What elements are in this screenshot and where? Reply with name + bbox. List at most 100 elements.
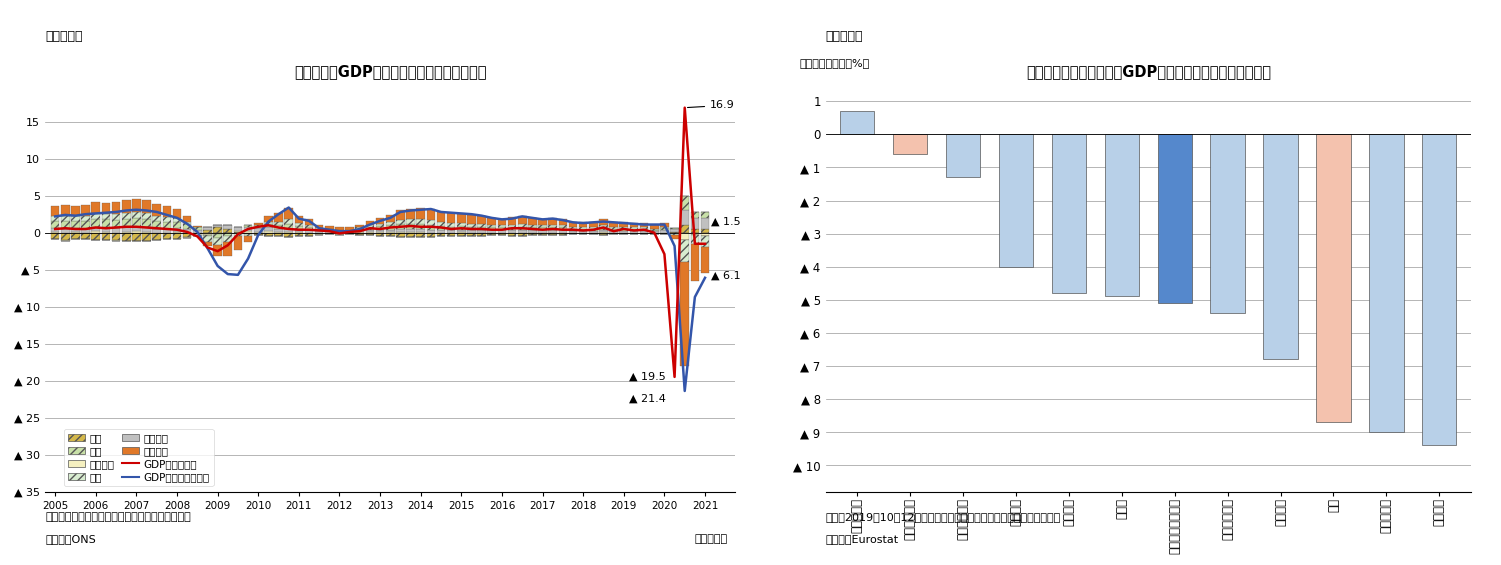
Bar [264, 231, 273, 233]
Bar [498, 231, 506, 233]
Bar [143, 219, 152, 228]
Bar [569, 221, 578, 227]
Bar [224, 236, 233, 242]
Bar [143, 228, 152, 232]
Bar [132, 212, 141, 218]
Bar [111, 220, 120, 228]
Bar [639, 231, 648, 233]
Bar [234, 233, 242, 236]
Bar [62, 229, 69, 233]
Text: ▲ 19.5: ▲ 19.5 [629, 372, 665, 382]
Bar [548, 218, 557, 225]
GDP（前年同期比） [198, 245, 216, 251]
Bar [671, 228, 678, 229]
Bar [416, 229, 425, 232]
Bar [629, 231, 638, 233]
Bar [183, 222, 192, 224]
Bar [507, 217, 516, 224]
Bar [243, 233, 252, 234]
Bar [528, 218, 537, 225]
Bar [639, 228, 648, 229]
Text: ▲ 1.5: ▲ 1.5 [711, 216, 741, 227]
Bar [335, 234, 344, 235]
Bar [284, 232, 293, 233]
Bar [375, 218, 384, 224]
Text: （図表１）: （図表１） [45, 29, 83, 42]
Bar [609, 231, 618, 233]
Bar [680, 233, 689, 240]
Bar [416, 208, 425, 219]
GDP（前年同期比） [675, 388, 693, 394]
Bar [407, 232, 414, 233]
Bar [599, 219, 608, 224]
Bar [71, 228, 80, 232]
Bar [1210, 134, 1244, 313]
Text: （図表２）: （図表２） [826, 29, 863, 42]
Bar [507, 224, 516, 227]
GDP（前年同期比） [665, 242, 683, 249]
Bar [1052, 134, 1087, 293]
Title: 英国の実質GDP成長率（需要項目別寄与度）: 英国の実質GDP成長率（需要項目別寄与度） [294, 64, 486, 80]
GDP（前年同期比） [696, 275, 714, 281]
Bar [599, 224, 608, 227]
Bar [488, 233, 497, 235]
Bar [416, 233, 425, 237]
Text: 16.9: 16.9 [687, 101, 735, 111]
Bar [416, 219, 425, 224]
Bar [456, 223, 465, 226]
Bar [650, 229, 659, 230]
Bar [162, 233, 171, 240]
Bar [294, 230, 303, 232]
Bar [396, 229, 405, 232]
Bar [407, 233, 414, 237]
Bar [326, 231, 333, 233]
Bar [437, 212, 446, 222]
Bar [639, 233, 648, 234]
Bar [275, 212, 282, 221]
Bar [366, 233, 374, 235]
Bar [71, 232, 80, 233]
Bar [224, 233, 233, 236]
Bar [650, 233, 659, 234]
Bar [396, 232, 405, 233]
Bar [507, 233, 516, 236]
Bar [92, 233, 101, 240]
Bar [224, 229, 233, 233]
Bar [275, 232, 282, 233]
Bar [173, 209, 182, 218]
Bar [102, 214, 110, 219]
Bar [315, 231, 324, 233]
GDP（前年同期比） [239, 255, 257, 262]
Bar [234, 236, 242, 250]
Bar [437, 233, 446, 236]
Bar [375, 233, 384, 236]
Bar [386, 233, 395, 236]
Bar [660, 233, 669, 234]
Bar [326, 226, 333, 229]
Bar [437, 226, 446, 231]
Bar [407, 224, 414, 229]
Bar [1105, 134, 1139, 297]
Bar [71, 221, 80, 228]
Line: GDP（前期比）: GDP（前期比） [56, 108, 705, 377]
Bar [558, 225, 567, 228]
Bar [284, 229, 293, 232]
Bar [609, 229, 618, 231]
Bar [477, 224, 486, 227]
GDP（前年同期比） [330, 228, 348, 234]
Bar [588, 231, 597, 233]
GDP（前期比） [656, 251, 674, 258]
Bar [366, 221, 374, 225]
GDP（前期比） [675, 105, 693, 111]
Bar [153, 221, 161, 229]
Bar [132, 227, 141, 231]
GDP（前期比） [381, 224, 399, 231]
Bar [234, 231, 242, 232]
Bar [893, 134, 928, 154]
Bar [81, 233, 90, 240]
GDP（前期比） [665, 373, 683, 380]
Bar [680, 240, 689, 262]
Bar [375, 224, 384, 226]
Bar [629, 229, 638, 231]
Bar [690, 212, 699, 218]
